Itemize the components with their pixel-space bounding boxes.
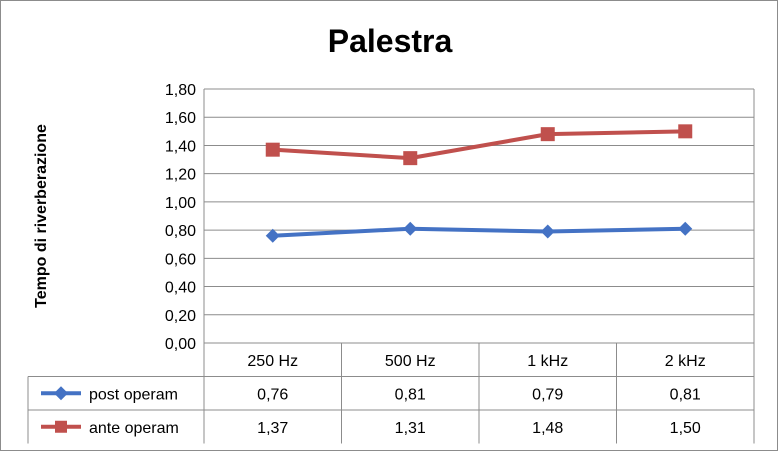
y-tick-label: 0,20 <box>165 308 196 325</box>
gridlines: 0,00 0,20 0,40 0,60 0,80 1,00 1,20 1,40 1,60 1,80 <box>165 82 755 353</box>
table-cell-value: 1,50 <box>670 420 701 437</box>
y-tick-label: 1,20 <box>165 167 196 184</box>
series-line-ante-operam <box>272 129 686 161</box>
y-tick-label: 0,00 <box>165 336 196 353</box>
chart-title: Palestra <box>328 23 453 59</box>
x-tick-label: 500 Hz <box>385 353 436 370</box>
table-cell-value: 0,79 <box>532 386 563 403</box>
data-point-ante-operam <box>403 151 418 166</box>
legend-entry-post-operam: post operam <box>89 386 178 403</box>
y-axis-label: Tempo di riverberazione <box>33 124 50 308</box>
legend-key-marker <box>55 420 67 433</box>
series-line-post-operam <box>272 226 686 238</box>
table-cell-value: 1,31 <box>395 420 426 437</box>
data-point-ante-operam <box>678 124 693 139</box>
data-point-ante-operam <box>265 142 280 157</box>
y-tick-label: 1,40 <box>165 138 196 155</box>
x-tick-label: 250 Hz <box>247 353 298 370</box>
data-point-post-operam <box>265 228 280 243</box>
y-tick-label: 1,80 <box>165 82 196 99</box>
y-tick-label: 0,40 <box>165 280 196 297</box>
y-tick-label: 1,00 <box>165 195 196 212</box>
table-cell-value: 1,48 <box>532 420 563 437</box>
y-tick-label: 0,60 <box>165 251 196 268</box>
data-point-post-operam <box>540 224 555 239</box>
table-cell-value: 0,81 <box>670 386 701 403</box>
data-point-post-operam <box>403 221 418 236</box>
data-point-ante-operam <box>540 127 555 142</box>
legend-key-marker <box>54 386 68 401</box>
legend-entry-ante-operam: ante operam <box>89 420 179 437</box>
table-cell-value: 0,81 <box>395 386 426 403</box>
data-point-post-operam <box>678 221 693 236</box>
y-tick-label: 1,60 <box>165 110 196 127</box>
y-tick-label: 0,80 <box>165 223 196 240</box>
plot-series <box>265 124 693 243</box>
data-table: 250 Hz 500 Hz 1 kHz 2 kHz post operam 0,76 0,8… <box>27 342 755 444</box>
x-tick-label: 1 kHz <box>527 353 568 370</box>
x-tick-label: 2 kHz <box>665 353 706 370</box>
table-cell-value: 0,76 <box>257 386 288 403</box>
table-cell-value: 1,37 <box>257 420 288 437</box>
